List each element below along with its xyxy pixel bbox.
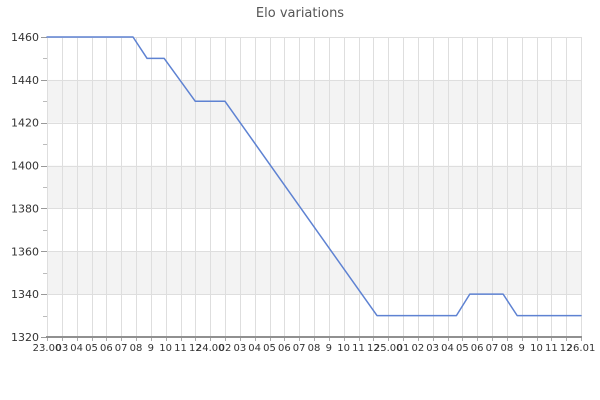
x-tick-label: 08 bbox=[500, 343, 513, 354]
x-tick-label: 12 bbox=[189, 343, 202, 354]
y-tick-group bbox=[41, 37, 47, 338]
x-tick-label: 04 bbox=[441, 343, 454, 354]
x-tick-label: 05 bbox=[85, 343, 98, 354]
x-tick-label: 05 bbox=[263, 343, 276, 354]
elo-line bbox=[46, 36, 582, 317]
x-tick-label: 03 bbox=[55, 343, 68, 354]
x-tick-label: 26.01 bbox=[567, 343, 596, 354]
x-tick-label: 07 bbox=[293, 343, 306, 354]
x-tick-label: 08 bbox=[308, 343, 321, 354]
x-tick-label: 25.00 bbox=[374, 343, 403, 354]
x-tick-label: 02 bbox=[219, 343, 232, 354]
y-tick-label: 1320 bbox=[11, 331, 39, 344]
x-tick-label: 06 bbox=[100, 343, 113, 354]
y-tick-label: 1340 bbox=[11, 288, 39, 301]
x-tick-label: 07 bbox=[115, 343, 128, 354]
x-tick-label: 07 bbox=[486, 343, 499, 354]
x-tick-label: 12 bbox=[560, 343, 573, 354]
y-tick-label: 1380 bbox=[11, 202, 39, 215]
y-tick-label: 1460 bbox=[11, 31, 39, 44]
x-tick-label: 23.00 bbox=[33, 343, 62, 354]
x-tick-label: 10 bbox=[337, 343, 350, 354]
x-tick-label: 10 bbox=[159, 343, 172, 354]
y-tick-label: 1440 bbox=[11, 74, 39, 87]
x-tick-label: 12 bbox=[367, 343, 380, 354]
y-tick-label: 1400 bbox=[11, 160, 39, 173]
x-tick-label: 11 bbox=[352, 343, 365, 354]
x-tick-label: 11 bbox=[545, 343, 558, 354]
x-tick-label: 04 bbox=[248, 343, 261, 354]
y-tick-label: 1360 bbox=[11, 245, 39, 258]
x-tick-label: 05 bbox=[456, 343, 469, 354]
chart-title: Elo variations bbox=[255, 6, 345, 21]
x-tick-label: 24.00 bbox=[196, 343, 225, 354]
x-tick-label: 01 bbox=[397, 343, 410, 354]
x-tick-label: 9 bbox=[148, 343, 154, 354]
x-tick-label: 08 bbox=[130, 343, 143, 354]
x-tick-label: 06 bbox=[471, 343, 484, 354]
x-tick-label: 03 bbox=[233, 343, 246, 354]
x-tick-label: 9 bbox=[326, 343, 332, 354]
v-gridline-group bbox=[47, 37, 582, 337]
x-tick-label: 9 bbox=[518, 343, 524, 354]
x-tick-label: 06 bbox=[278, 343, 291, 354]
x-tick-label: 10 bbox=[530, 343, 543, 354]
x-tick-label: 03 bbox=[426, 343, 439, 354]
y-tick-label: 1420 bbox=[11, 117, 39, 130]
x-tick-label: 11 bbox=[174, 343, 187, 354]
x-tick-label: 02 bbox=[411, 343, 424, 354]
y-label-group: 1320 1340 1360 1380 1400 1420 1440 1460 bbox=[11, 31, 39, 344]
x-tick-label: 04 bbox=[70, 343, 83, 354]
